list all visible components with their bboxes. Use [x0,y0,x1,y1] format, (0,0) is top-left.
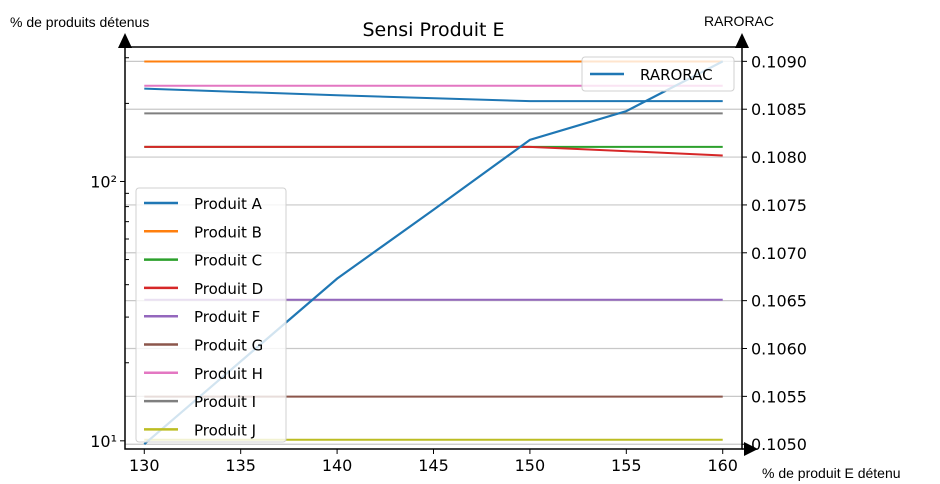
chart-title: Sensi Produit E [362,19,504,41]
y-right-tick-label: 0.1075 [751,196,807,215]
legend-right-box [581,56,735,92]
y-axis-left-arrow [118,33,132,48]
legend-label: Produit H [194,365,263,383]
y-axis-right-arrow [735,33,749,48]
series-line [144,145,723,157]
legend-label: Produit B [194,223,262,241]
legend-label: Produit J [194,421,256,439]
y-right-tick-label: 0.1085 [751,100,807,119]
x-tick-label: 150 [515,456,546,475]
legend-label: Produit G [194,337,263,355]
y-right-tick-label: 0.1055 [751,387,807,406]
series-line [144,87,723,103]
y-right-tick-label: 0.1080 [751,148,807,167]
y-right-tick-label: 0.1065 [751,292,807,311]
y-axis-right-label: RARORAC [704,13,775,29]
x-tick-label: 145 [418,456,449,475]
y-right-tick-label: 0.1060 [751,340,807,359]
legend-left-box [135,187,287,443]
x-tick-label: 160 [707,456,738,475]
legend-label: Produit C [194,252,262,270]
y-left-tick-label: 10¹ [90,432,117,451]
x-axis-arrow [744,442,758,456]
legend-label: Produit A [194,195,263,213]
x-tick-label: 140 [322,456,353,475]
y-right-tick-label: 0.1050 [751,435,807,454]
legend-label: Produit D [194,280,263,298]
y-left-tick-label: 10² [90,172,117,191]
x-axis-label: % de produit E détenu [762,465,901,481]
y-axis-left-label: % de produits détenus [10,14,150,30]
x-tick-label: 130 [129,456,160,475]
legend-label: Produit I [194,393,256,411]
series-line [143,60,724,446]
x-tick-label: 155 [611,456,642,475]
legend-label: RARORAC [640,66,713,84]
legend-label: Produit F [194,308,260,326]
plot-area: 130 135 140 145 150 155 160 0.1050 0.1055 0.1060 0… [90,33,807,475]
y-right-tick-label: 0.1070 [751,244,807,263]
y-right-tick-label: 0.1090 [751,52,807,71]
x-tick-label: 135 [225,456,256,475]
